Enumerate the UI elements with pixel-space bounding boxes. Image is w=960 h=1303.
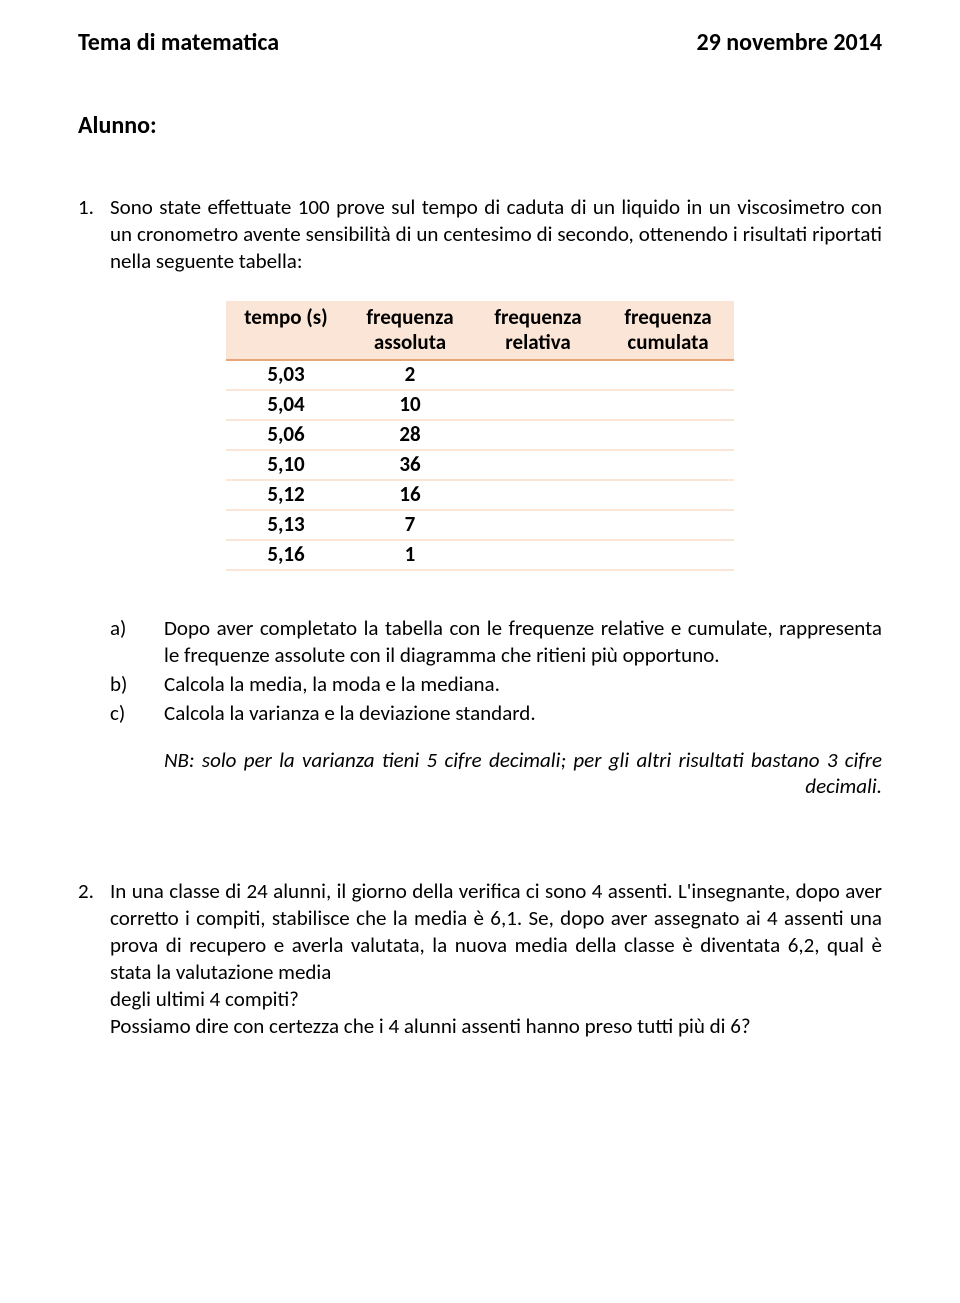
header-row: Tema di matematica 29 novembre 2014 (78, 28, 882, 57)
col-header-absolute-line2: assoluta (374, 329, 446, 355)
cell-abs: 36 (346, 450, 474, 480)
cell-rel (474, 510, 602, 540)
col-header-relative: frequenza relativa (474, 301, 602, 360)
cell-rel (474, 360, 602, 390)
subquestion-b-letter: b) (110, 671, 164, 698)
cell-rel (474, 420, 602, 450)
cell-cum (602, 510, 734, 540)
subquestion-a-text: Dopo aver completato la tabella con le f… (164, 615, 882, 669)
cell-tempo: 5,16 (226, 540, 346, 570)
cell-tempo: 5,12 (226, 480, 346, 510)
cell-abs: 2 (346, 360, 474, 390)
subquestion-c-letter: c) (110, 700, 164, 727)
col-header-absolute-line1: frequenza (366, 304, 453, 330)
question-1-text: Sono state effettuate 100 prove sul temp… (110, 194, 882, 275)
subquestion-b-text: Calcola la media, la moda e la mediana. (164, 671, 882, 698)
col-header-cumulative-line1: frequenza (624, 304, 711, 330)
col-header-relative-line1: frequenza (494, 304, 581, 330)
subquestion-a-letter: a) (110, 615, 164, 669)
question-2-line3: Possiamo dire con certezza che i 4 alunn… (110, 1013, 882, 1040)
student-label: Alunno: (78, 111, 882, 140)
question-2-line2: degli ultimi 4 compiti? (110, 986, 882, 1013)
table-row: 5,12 16 (226, 480, 734, 510)
subquestion-a: a) Dopo aver completato la tabella con l… (110, 615, 882, 669)
page: Tema di matematica 29 novembre 2014 Alun… (0, 0, 960, 1303)
cell-rel (474, 390, 602, 420)
nota-bene: NB: solo per la varianza tieni 5 cifre d… (164, 747, 882, 801)
question-2: 2. In una classe di 24 alunni, il giorno… (78, 878, 882, 1039)
cell-rel (474, 480, 602, 510)
subquestion-c: c) Calcola la varianza e la deviazione s… (110, 700, 882, 727)
col-header-relative-line2: relativa (505, 329, 570, 355)
table-row: 5,06 28 (226, 420, 734, 450)
question-2-line1: In una classe di 24 alunni, il giorno de… (110, 878, 882, 985)
cell-rel (474, 450, 602, 480)
cell-tempo: 5,03 (226, 360, 346, 390)
table-row: 5,13 7 (226, 510, 734, 540)
table-header-row: tempo (s) frequenza assoluta frequenza r… (226, 301, 734, 360)
table-body: 5,03 2 5,04 10 5,06 28 (226, 360, 734, 570)
col-header-cumulative: frequenza cumulata (602, 301, 734, 360)
subquestion-b: b) Calcola la media, la moda e la median… (110, 671, 882, 698)
question-1: 1. Sono state effettuate 100 prove sul t… (78, 194, 882, 275)
cell-cum (602, 540, 734, 570)
cell-cum (602, 360, 734, 390)
cell-tempo: 5,13 (226, 510, 346, 540)
subquestion-c-text: Calcola la varianza e la deviazione stan… (164, 700, 882, 727)
cell-abs: 1 (346, 540, 474, 570)
frequency-table: tempo (s) frequenza assoluta frequenza r… (226, 301, 734, 571)
cell-tempo: 5,06 (226, 420, 346, 450)
question-2-text: In una classe di 24 alunni, il giorno de… (110, 878, 882, 1039)
cell-rel (474, 540, 602, 570)
table-row: 5,16 1 (226, 540, 734, 570)
col-header-tempo: tempo (s) (226, 301, 346, 360)
table-row: 5,10 36 (226, 450, 734, 480)
cell-abs: 7 (346, 510, 474, 540)
cell-tempo: 5,04 (226, 390, 346, 420)
cell-abs: 16 (346, 480, 474, 510)
cell-cum (602, 450, 734, 480)
cell-cum (602, 420, 734, 450)
cell-cum (602, 480, 734, 510)
cell-cum (602, 390, 734, 420)
question-1-number: 1. (78, 194, 110, 275)
col-header-cumulative-line2: cumulata (627, 329, 708, 355)
table-row: 5,03 2 (226, 360, 734, 390)
cell-tempo: 5,10 (226, 450, 346, 480)
question-2-number: 2. (78, 878, 110, 1039)
cell-abs: 28 (346, 420, 474, 450)
table-row: 5,04 10 (226, 390, 734, 420)
page-title: Tema di matematica (78, 28, 279, 57)
page-date: 29 novembre 2014 (696, 28, 882, 57)
cell-abs: 10 (346, 390, 474, 420)
col-header-absolute: frequenza assoluta (346, 301, 474, 360)
frequency-table-wrap: tempo (s) frequenza assoluta frequenza r… (78, 301, 882, 571)
